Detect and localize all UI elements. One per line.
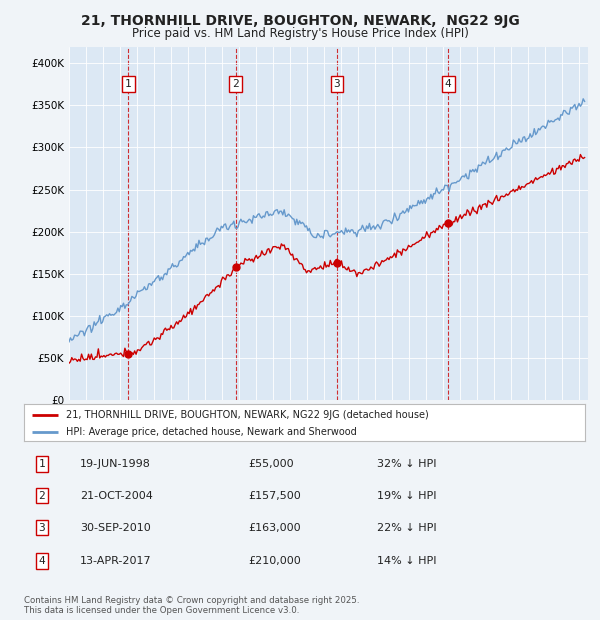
Text: 2: 2 xyxy=(233,79,239,89)
Text: 4: 4 xyxy=(445,79,452,89)
Text: HPI: Average price, detached house, Newark and Sherwood: HPI: Average price, detached house, Newa… xyxy=(66,427,357,437)
Text: 1: 1 xyxy=(125,79,131,89)
Text: 21, THORNHILL DRIVE, BOUGHTON, NEWARK,  NG22 9JG: 21, THORNHILL DRIVE, BOUGHTON, NEWARK, N… xyxy=(80,14,520,28)
Text: 22% ↓ HPI: 22% ↓ HPI xyxy=(377,523,437,533)
Text: 4: 4 xyxy=(38,556,46,566)
Text: £157,500: £157,500 xyxy=(248,490,301,501)
Text: 21, THORNHILL DRIVE, BOUGHTON, NEWARK, NG22 9JG (detached house): 21, THORNHILL DRIVE, BOUGHTON, NEWARK, N… xyxy=(66,410,429,420)
Text: 1: 1 xyxy=(38,459,46,469)
Text: Price paid vs. HM Land Registry's House Price Index (HPI): Price paid vs. HM Land Registry's House … xyxy=(131,27,469,40)
Text: 21-OCT-2004: 21-OCT-2004 xyxy=(80,490,153,501)
Text: 14% ↓ HPI: 14% ↓ HPI xyxy=(377,556,437,566)
Text: £210,000: £210,000 xyxy=(248,556,301,566)
Text: 32% ↓ HPI: 32% ↓ HPI xyxy=(377,459,437,469)
Text: 19-JUN-1998: 19-JUN-1998 xyxy=(80,459,151,469)
Text: 19% ↓ HPI: 19% ↓ HPI xyxy=(377,490,437,501)
Text: 30-SEP-2010: 30-SEP-2010 xyxy=(80,523,151,533)
Text: 3: 3 xyxy=(334,79,340,89)
Text: 3: 3 xyxy=(38,523,46,533)
Text: Contains HM Land Registry data © Crown copyright and database right 2025.
This d: Contains HM Land Registry data © Crown c… xyxy=(24,596,359,615)
Text: 13-APR-2017: 13-APR-2017 xyxy=(80,556,152,566)
Text: £55,000: £55,000 xyxy=(248,459,294,469)
Text: £163,000: £163,000 xyxy=(248,523,301,533)
Text: 2: 2 xyxy=(38,490,46,501)
